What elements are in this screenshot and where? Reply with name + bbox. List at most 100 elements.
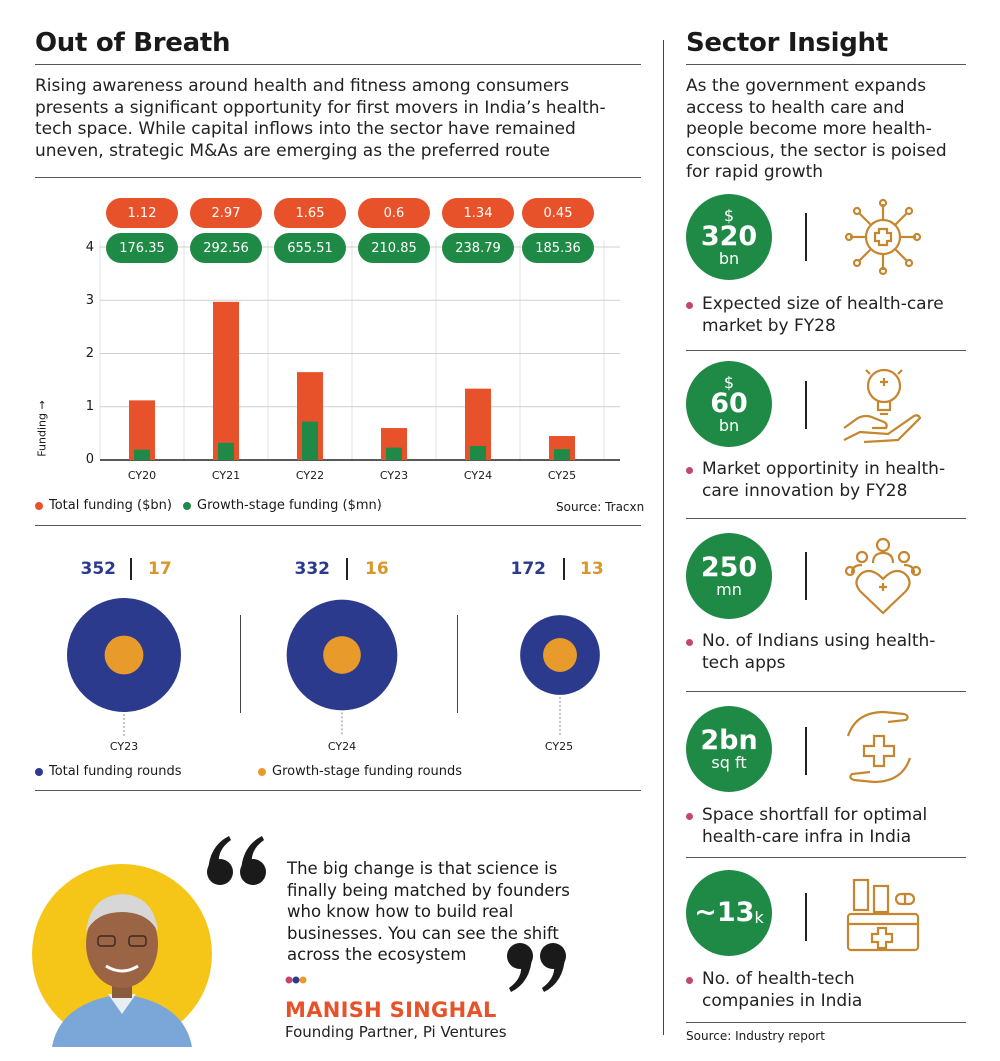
medicine-kit-icon bbox=[846, 878, 920, 952]
intro-divider bbox=[35, 177, 641, 178]
stat-circle: ~13 k bbox=[686, 870, 772, 956]
y-tick-label: 4 bbox=[85, 240, 94, 255]
stat-desc-line: No. of Indians using health- bbox=[702, 631, 936, 651]
x-tick-label: CY24 bbox=[463, 469, 493, 482]
quote-text: The big change is that science is finall… bbox=[287, 858, 592, 966]
y-tick-label: 0 bbox=[85, 452, 94, 467]
legend-growth-rounds: Growth-stage funding rounds bbox=[258, 764, 462, 779]
y-tick-label: 2 bbox=[85, 346, 94, 361]
stat-divider bbox=[686, 857, 966, 858]
total-funding-label: 0.6 bbox=[358, 198, 430, 228]
legend-dot-red bbox=[35, 501, 43, 510]
stat-desc-line: health-care infra in India bbox=[702, 826, 912, 847]
page-title: Out of Breath bbox=[35, 28, 231, 58]
sector-intro-line: people become more health- bbox=[686, 119, 932, 139]
bar-chart-svg bbox=[99, 241, 620, 461]
stat-value: 60 bbox=[710, 388, 748, 419]
stat-separator bbox=[805, 381, 807, 429]
legend-growth-funding: Growth-stage funding ($mn) bbox=[183, 498, 382, 513]
stat-bullet bbox=[686, 467, 693, 474]
x-tick-label: CY25 bbox=[547, 469, 577, 482]
stat-description: Expected size of health-care market by F… bbox=[702, 294, 964, 337]
growth-funding-bar bbox=[386, 447, 402, 460]
stat-bullet bbox=[686, 977, 693, 984]
total-funding-label: 2.97 bbox=[190, 198, 262, 228]
people-heart-icon bbox=[844, 537, 922, 615]
stat-currency: $ bbox=[723, 373, 735, 392]
quote-line: across the ecosystem bbox=[287, 945, 467, 964]
growth-rounds-circle bbox=[323, 636, 361, 674]
growth-rounds-circle bbox=[104, 635, 144, 675]
sector-intro-line: As the government expands bbox=[686, 76, 927, 96]
rounds-separator bbox=[346, 558, 348, 580]
stat-unit: k bbox=[754, 907, 764, 927]
intro-text: Rising awareness around health and fitne… bbox=[35, 76, 645, 162]
quote-author-name: MANISH SINGHAL bbox=[285, 998, 497, 1022]
total-funding-label: 1.65 bbox=[274, 198, 346, 228]
legend-text: Growth-stage funding ($mn) bbox=[197, 498, 382, 513]
chart-divider bbox=[35, 525, 641, 526]
rounds-circles-svg bbox=[67, 598, 600, 736]
title-divider bbox=[35, 64, 641, 65]
stat-desc-line: market by FY28 bbox=[702, 315, 836, 336]
legend-total-funding: Total funding ($bn) bbox=[35, 498, 172, 513]
idea-bulb-hand-icon bbox=[843, 368, 922, 444]
growth-rounds-circle bbox=[543, 638, 577, 672]
stat-value: 2bn bbox=[700, 724, 758, 756]
legend-text: Growth-stage funding rounds bbox=[272, 764, 463, 779]
x-tick-label: CY23 bbox=[379, 469, 409, 482]
growth-funding-label: 238.79 bbox=[442, 233, 514, 263]
stat-description: No. of Indians using health- tech apps bbox=[702, 631, 964, 674]
close-quote-icon bbox=[507, 943, 566, 992]
growth-funding-bar bbox=[218, 442, 234, 460]
growth-funding-bar bbox=[554, 449, 570, 460]
sector-title-divider bbox=[686, 64, 966, 65]
y-axis-label: Funding → bbox=[35, 400, 49, 457]
stat-divider bbox=[686, 350, 966, 351]
total-funding-label: 1.12 bbox=[106, 198, 178, 228]
sector-source: Source: Industry report bbox=[686, 1029, 825, 1043]
y-tick-label: 3 bbox=[85, 293, 94, 308]
total-funding-label: 0.45 bbox=[522, 198, 594, 228]
intro-line: presents a significant opportunity for f… bbox=[35, 97, 606, 118]
rounds-divider-bottom bbox=[35, 790, 641, 791]
stat-circle: 250 mn bbox=[686, 533, 772, 619]
chart-source: Source: Tracxn bbox=[556, 500, 645, 514]
stat-value: 320 bbox=[700, 221, 758, 252]
legend-dot-orange bbox=[258, 767, 266, 776]
legend-dot-navy bbox=[35, 767, 43, 776]
rounds-year-label: CY25 bbox=[544, 740, 574, 753]
total-rounds-value: 352 bbox=[80, 559, 117, 579]
rounds-divider bbox=[457, 615, 458, 713]
stat-unit: mn bbox=[716, 579, 742, 599]
sector-intro: As the government expands access to heal… bbox=[686, 76, 966, 184]
stat-value: 250 bbox=[700, 551, 758, 583]
intro-line: tech space. While capital inflows into t… bbox=[35, 119, 576, 139]
growth-funding-label: 210.85 bbox=[358, 233, 430, 263]
decorative-dots-icon bbox=[285, 976, 307, 984]
x-tick-label: CY21 bbox=[211, 469, 241, 482]
quote-line: businesses. You can see the shift bbox=[287, 923, 559, 943]
stat-unit: sq ft bbox=[711, 752, 747, 772]
column-divider bbox=[663, 40, 664, 1035]
x-tick-label: CY22 bbox=[295, 469, 325, 482]
growth-rounds-value: 13 bbox=[580, 559, 604, 579]
total-rounds-value: 172 bbox=[510, 559, 547, 579]
growth-funding-bar bbox=[134, 449, 150, 460]
stat-separator bbox=[805, 893, 807, 941]
growth-funding-bar bbox=[302, 421, 318, 460]
sector-intro-line: conscious, the sector is poised bbox=[686, 140, 947, 161]
rounds-divider bbox=[240, 615, 241, 713]
stat-unit: bn bbox=[718, 249, 740, 268]
total-funding-label: 1.34 bbox=[442, 198, 514, 228]
x-tick-label: CY20 bbox=[127, 469, 157, 482]
stat-separator bbox=[805, 727, 807, 775]
total-funding-bar bbox=[213, 301, 239, 460]
growth-rounds-value: 16 bbox=[365, 559, 389, 579]
legend-total-rounds: Total funding rounds bbox=[35, 764, 182, 779]
stat-circle: $ 320 bn bbox=[686, 194, 772, 280]
rounds-year-label: CY23 bbox=[109, 740, 139, 753]
stat-desc-line: companies in India bbox=[702, 990, 863, 1011]
sector-intro-line: access to health care and bbox=[686, 97, 905, 118]
stat-separator bbox=[805, 552, 807, 600]
